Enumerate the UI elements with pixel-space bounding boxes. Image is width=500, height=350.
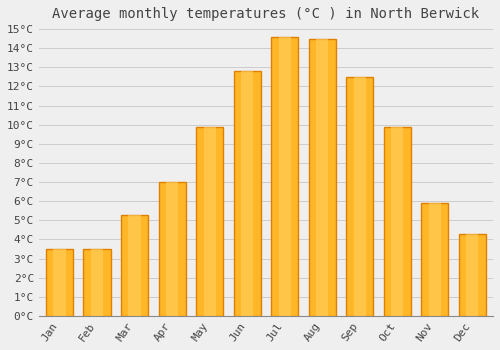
Bar — [84, 249, 110, 316]
Bar — [234, 71, 260, 316]
Bar — [466, 234, 478, 316]
Bar — [384, 127, 411, 316]
Bar — [422, 203, 448, 316]
Bar — [241, 71, 253, 316]
Bar — [271, 37, 298, 316]
Title: Average monthly temperatures (°C ) in North Berwick: Average monthly temperatures (°C ) in No… — [52, 7, 480, 21]
Bar — [354, 77, 366, 316]
Bar — [278, 37, 291, 316]
Bar — [204, 127, 216, 316]
Bar — [166, 182, 178, 316]
Bar — [54, 249, 66, 316]
Bar — [308, 38, 336, 316]
Bar — [316, 38, 328, 316]
Bar — [121, 215, 148, 316]
Bar — [196, 127, 223, 316]
Bar — [46, 249, 73, 316]
Bar — [391, 127, 404, 316]
Bar — [91, 249, 103, 316]
Bar — [158, 182, 186, 316]
Bar — [429, 203, 441, 316]
Bar — [459, 234, 486, 316]
Bar — [128, 215, 140, 316]
Bar — [346, 77, 374, 316]
